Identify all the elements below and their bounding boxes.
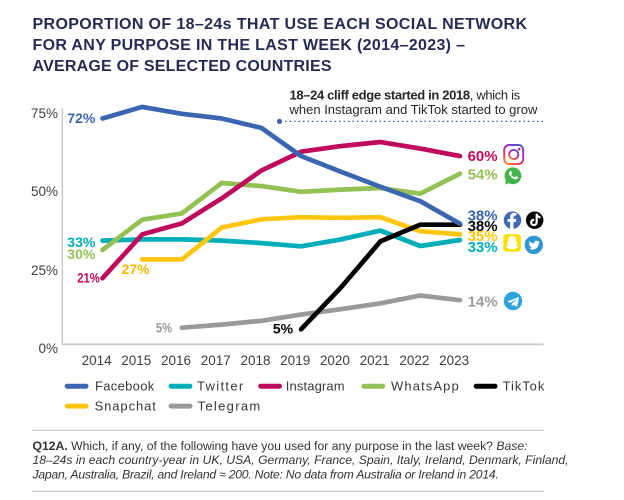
- svg-text:54%: 54%: [468, 166, 498, 183]
- svg-text:25%: 25%: [31, 263, 58, 278]
- svg-text:30%: 30%: [67, 246, 96, 262]
- svg-text:33%: 33%: [468, 239, 498, 256]
- svg-text:Instagram: Instagram: [286, 379, 345, 394]
- svg-text:Twitter: Twitter: [197, 379, 244, 394]
- svg-text:18–24 cliff edge started in 20: 18–24 cliff edge started in 2018, which …: [290, 87, 521, 102]
- svg-text:AVERAGE OF SELECTED COUNTRIES: AVERAGE OF SELECTED COUNTRIES: [33, 58, 332, 75]
- svg-text:Snapchat: Snapchat: [95, 398, 157, 413]
- svg-text:2023: 2023: [439, 353, 469, 368]
- svg-text:2018: 2018: [240, 353, 270, 368]
- svg-text:2022: 2022: [399, 353, 429, 368]
- svg-text:0%: 0%: [38, 341, 58, 356]
- svg-text:38%: 38%: [468, 207, 498, 224]
- svg-text:33%: 33%: [67, 234, 96, 250]
- svg-text:50%: 50%: [31, 184, 58, 199]
- svg-text:35%: 35%: [468, 228, 498, 245]
- svg-text:Japan, Australia, Brazil, and: Japan, Australia, Brazil, and Ireland ≈ …: [32, 468, 499, 482]
- svg-text:2019: 2019: [280, 353, 310, 368]
- svg-text:2017: 2017: [201, 353, 231, 368]
- svg-text:5%: 5%: [273, 320, 294, 336]
- svg-text:5%: 5%: [156, 320, 173, 336]
- svg-text:2021: 2021: [360, 353, 390, 368]
- svg-text:when Instagram and TikTok star: when Instagram and TikTok started to gro…: [289, 102, 538, 117]
- svg-text:27%: 27%: [122, 261, 151, 277]
- svg-text:60%: 60%: [468, 148, 498, 165]
- svg-text:2015: 2015: [121, 353, 151, 368]
- svg-text:WhatsApp: WhatsApp: [391, 379, 459, 394]
- svg-text:Telegram: Telegram: [198, 398, 261, 413]
- svg-text:21%: 21%: [77, 269, 100, 285]
- svg-text:2016: 2016: [161, 353, 191, 368]
- svg-text:2014: 2014: [82, 353, 113, 368]
- svg-text:72%: 72%: [67, 110, 96, 126]
- svg-text:PROPORTION OF 18–24s THAT USE: PROPORTION OF 18–24s THAT USE EACH SOCIA…: [33, 16, 528, 33]
- svg-text:Q12A. Which, if any, of the fo: Q12A. Which, if any, of the following ha…: [33, 439, 528, 453]
- svg-text:TikTok: TikTok: [503, 379, 545, 394]
- svg-text:Facebook: Facebook: [95, 379, 155, 394]
- svg-text:2020: 2020: [320, 353, 350, 368]
- svg-text:14%: 14%: [468, 293, 498, 310]
- svg-text:FOR ANY PURPOSE IN THE LAST WE: FOR ANY PURPOSE IN THE LAST WEEK (2014–2…: [33, 37, 466, 54]
- svg-text:75%: 75%: [31, 106, 58, 121]
- svg-text:18–24s in each country-year in: 18–24s in each country-year in UK, USA, …: [33, 453, 569, 467]
- svg-text:38%: 38%: [468, 218, 498, 235]
